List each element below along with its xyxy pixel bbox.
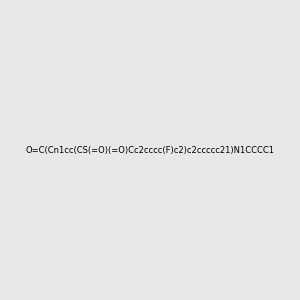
Text: O=C(Cn1cc(CS(=O)(=O)Cc2cccc(F)c2)c2ccccc21)N1CCCC1: O=C(Cn1cc(CS(=O)(=O)Cc2cccc(F)c2)c2ccccc… [26,146,275,154]
